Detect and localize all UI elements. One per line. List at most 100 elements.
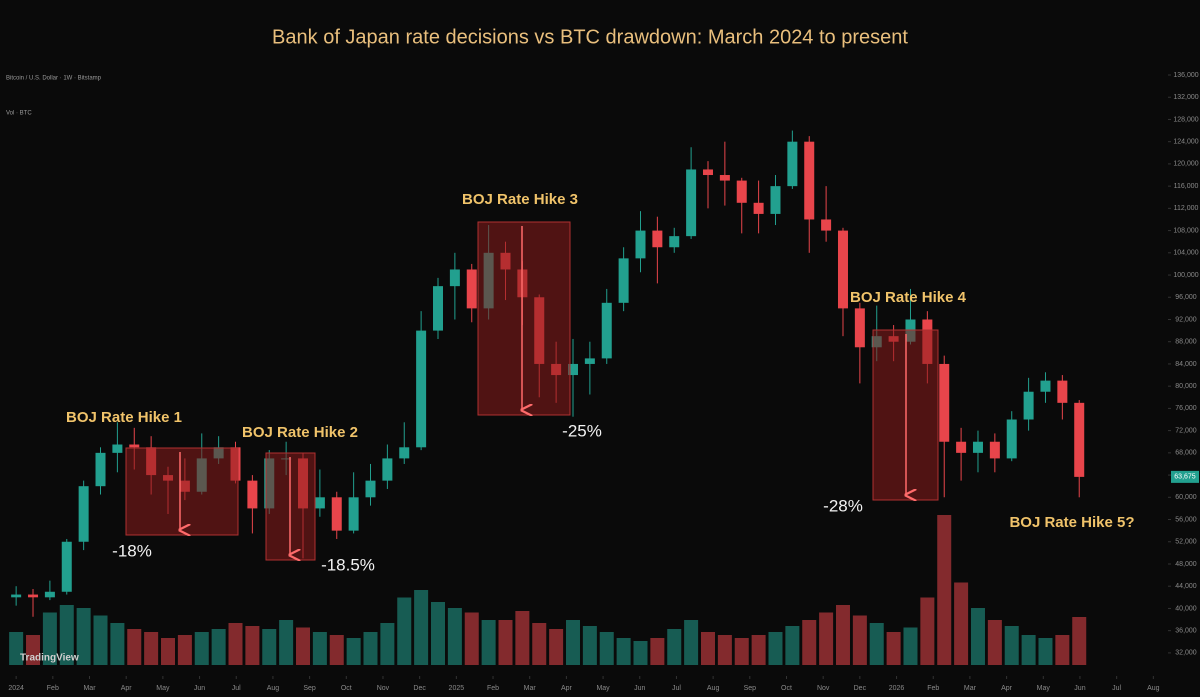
x-tick-label: Nov — [817, 685, 830, 692]
y-tick-label: 84,000 — [1175, 361, 1197, 368]
volume-bar — [903, 627, 918, 665]
y-tick-label: 136,000 — [1173, 72, 1198, 79]
candle-body — [382, 458, 393, 481]
last-price-label: 63,675 — [1174, 474, 1196, 481]
volume-bar — [228, 623, 243, 665]
volume-bar — [515, 611, 530, 665]
candle-body — [11, 594, 22, 598]
volume-bar — [869, 623, 884, 665]
y-tick-label: 40,000 — [1175, 605, 1197, 612]
chart-title: Bank of Japan rate decisions vs BTC draw… — [272, 26, 908, 48]
x-tick-label: Apr — [121, 685, 133, 692]
candle-body — [348, 497, 359, 531]
volume-bar — [1004, 626, 1019, 665]
volume-bar — [650, 638, 665, 665]
symbol-label: Bitcoin / U.S. Dollar · 1W · Bitstamp — [6, 76, 102, 82]
x-tick-label: 2025 — [449, 685, 465, 692]
y-tick-label: 44,000 — [1175, 583, 1197, 590]
x-tick-label: Jul — [1112, 685, 1121, 692]
volume-label: Vol · BTC — [6, 111, 32, 117]
volume-bar — [194, 632, 209, 665]
candle-body — [44, 591, 55, 598]
volume-bar — [380, 623, 395, 665]
volume-bar — [886, 632, 901, 665]
x-tick-label: Mar — [524, 685, 537, 692]
x-tick-label: Mar — [83, 685, 96, 692]
candle-body — [652, 230, 663, 248]
volume-bar — [447, 608, 462, 665]
volume-bar — [76, 608, 91, 665]
x-tick-label: 2024 — [8, 685, 24, 692]
volume-bar — [346, 638, 361, 665]
volume-bar — [279, 620, 294, 665]
candle-body — [399, 447, 410, 459]
candle-body — [972, 441, 983, 453]
y-tick-label: 104,000 — [1173, 250, 1198, 257]
volume-bar — [734, 638, 749, 665]
plot: 136,000 132,000 128,000 124,000 120,000 116,0… — [8, 72, 1199, 692]
y-tick-label: 100,000 — [1173, 272, 1198, 279]
candle-body — [787, 141, 798, 187]
volume-bar — [667, 629, 682, 665]
annotation: BOJ Rate Hike 3 — [462, 191, 578, 208]
x-tick-label: Aug — [707, 685, 720, 692]
candle-body — [669, 236, 680, 248]
x-tick-label: Feb — [47, 685, 59, 692]
annotation: BOJ Rate Hike 1 — [66, 409, 182, 426]
candle-body — [112, 444, 123, 453]
x-tick-label: Sep — [303, 685, 316, 692]
volume-bar — [127, 629, 142, 665]
annotation: -25% — [562, 421, 602, 440]
candle-body — [314, 497, 325, 509]
x-tick-label: Apr — [561, 685, 573, 692]
annotation: BOJ Rate Hike 5? — [1009, 514, 1134, 531]
volume-bar — [565, 620, 580, 665]
y-tick-label: 128,000 — [1173, 116, 1198, 123]
x-tick-label: Dec — [854, 685, 867, 692]
volume-bar — [110, 623, 125, 665]
volume-bar — [481, 620, 496, 665]
watermark: TradingView — [20, 653, 79, 664]
candle-body — [1040, 380, 1051, 392]
candle-body — [686, 169, 697, 237]
candle-body — [61, 541, 72, 592]
candle-body — [466, 269, 477, 309]
volume-bar — [144, 632, 159, 665]
volume-bar — [987, 620, 1002, 665]
candle-body — [770, 186, 781, 214]
volume-bar — [937, 515, 952, 665]
last-price-badge — [1171, 470, 1199, 483]
candle-body — [129, 444, 140, 448]
volume-bar — [582, 626, 597, 665]
volume-bar — [498, 620, 513, 665]
y-tick-label: 88,000 — [1175, 339, 1197, 346]
volume-bar — [1072, 617, 1087, 665]
y-tick-label: 72,000 — [1175, 427, 1197, 434]
volume-bar — [26, 635, 41, 665]
candle-body — [1006, 419, 1017, 459]
y-tick-label: 52,000 — [1175, 539, 1197, 546]
x-tick-label: Aug — [1147, 685, 1160, 692]
volume-bar — [954, 582, 969, 665]
volume-bar — [329, 635, 344, 665]
y-tick-label: 120,000 — [1173, 161, 1198, 168]
candle-body — [584, 358, 595, 364]
y-tick-label: 68,000 — [1175, 450, 1197, 457]
volume-bar — [431, 602, 445, 665]
annotation: BOJ Rate Hike 2 — [242, 424, 358, 441]
candle-body — [247, 480, 258, 509]
y-tick-label: 108,000 — [1173, 227, 1198, 234]
candle-body — [1057, 380, 1068, 403]
volume-bar — [245, 626, 260, 665]
volume-bar — [549, 629, 564, 665]
volume-bar — [684, 620, 699, 665]
y-tick-label: 124,000 — [1173, 139, 1198, 146]
y-tick-label: 56,000 — [1175, 516, 1197, 523]
candle-body — [821, 219, 832, 231]
y-tick-label: 80,000 — [1175, 383, 1197, 390]
x-tick-label: Dec — [413, 685, 426, 692]
volume-bar — [835, 605, 850, 665]
candle-body — [837, 230, 848, 309]
volume-bar — [1021, 635, 1036, 665]
